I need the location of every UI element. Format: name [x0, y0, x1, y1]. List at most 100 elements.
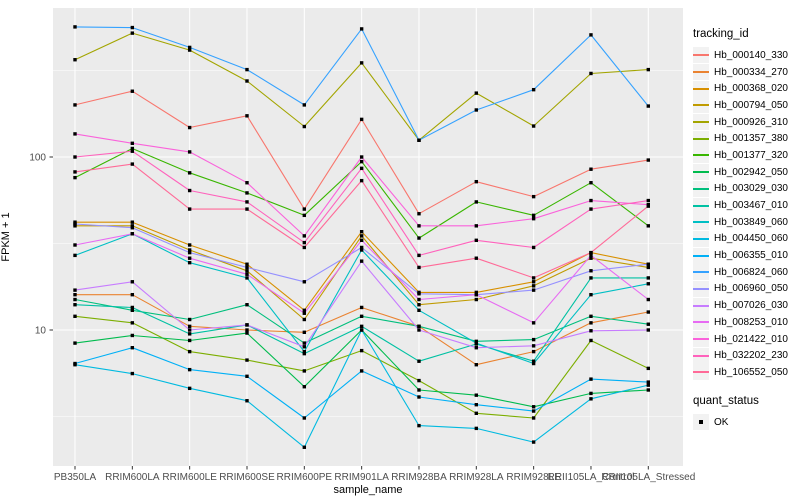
color-legend-title: tracking_id	[693, 28, 749, 40]
data-point	[359, 369, 364, 373]
data-point	[589, 253, 593, 258]
data-point	[302, 103, 307, 107]
shape-legend: quant_status OK	[693, 395, 798, 431]
x-tick-label: RRIM600LE	[162, 472, 217, 483]
data-point	[646, 310, 650, 314]
shape-legend-title: quant_status	[693, 394, 759, 407]
legend-key-line	[693, 321, 709, 324]
shape-legend-items: OK	[693, 414, 798, 431]
x-tick-label: RRII105LA_Control	[548, 472, 635, 483]
data-point	[417, 423, 421, 428]
legend-key-swatch	[693, 47, 709, 64]
data-point	[130, 308, 135, 312]
data-point	[302, 213, 307, 218]
data-point	[187, 250, 192, 255]
data-point	[646, 158, 650, 162]
legend-key-line	[693, 204, 709, 207]
data-point	[531, 194, 536, 199]
data-point	[474, 411, 479, 415]
x-tick-label: RRIM600PE	[277, 472, 333, 483]
data-point	[359, 328, 364, 332]
data-point	[417, 388, 421, 392]
legend-key-line	[693, 287, 709, 290]
data-point	[187, 150, 192, 154]
data-point	[245, 207, 249, 211]
data-point	[474, 238, 479, 242]
legend-item-label: Hb_032202_230	[714, 350, 788, 362]
data-point	[302, 234, 307, 238]
data-point	[73, 314, 77, 319]
data-point	[302, 124, 307, 129]
data-point	[302, 207, 307, 211]
legend-item-label: Hb_000140_330	[714, 49, 788, 61]
data-point	[531, 284, 536, 288]
legend-item-label: Hb_003849_060	[714, 216, 788, 228]
x-tick-label: PB350LA	[54, 472, 97, 483]
legend-item-label: Hb_006824_060	[714, 266, 788, 278]
legend-item-label: Hb_004450_060	[714, 233, 788, 245]
x-tick-label: RRIM901LA	[334, 472, 389, 483]
legend-item-Hb_006960_050: Hb_006960_050	[693, 280, 798, 298]
data-point	[646, 366, 650, 371]
data-point	[646, 322, 650, 326]
legend-item-Hb_003029_030: Hb_003029_030	[693, 180, 798, 198]
data-point	[417, 292, 421, 296]
legend-item-label: Hb_003029_030	[714, 183, 788, 195]
data-point	[73, 175, 77, 180]
data-point	[187, 207, 192, 211]
data-point	[417, 138, 421, 142]
data-point	[302, 311, 307, 315]
x-tick-label: RRIM928LE	[506, 472, 561, 483]
x-tick-label: RRIM928LA	[449, 472, 504, 483]
data-point	[531, 288, 536, 292]
legend-item-Hb_000334_270: Hb_000334_270	[693, 64, 798, 81]
data-point	[73, 288, 77, 292]
data-point	[302, 345, 307, 349]
x-axis-title: sample_name	[333, 484, 403, 496]
data-point	[302, 308, 307, 312]
legend-key-line	[693, 137, 709, 140]
data-point	[474, 256, 479, 260]
data-point	[245, 323, 249, 327]
data-point	[531, 124, 536, 128]
legend-key-line	[693, 221, 709, 224]
legend-item-Hb_001377_320: Hb_001377_320	[693, 147, 798, 164]
legend-item-Hb_003467_010: Hb_003467_010	[693, 197, 798, 214]
data-point	[245, 265, 249, 270]
legend-item-label: Hb_000926_310	[714, 116, 788, 128]
legend-key-line	[693, 187, 709, 190]
legend-key-line	[693, 304, 709, 307]
data-point	[73, 243, 77, 247]
data-point	[531, 409, 536, 413]
x-tick-label: RRIM600LA	[105, 472, 160, 483]
legend-item-label: Hb_000794_050	[714, 99, 788, 111]
data-point	[646, 224, 650, 228]
data-point	[646, 380, 650, 384]
data-point	[245, 181, 249, 185]
data-point	[302, 385, 307, 389]
data-point	[589, 397, 593, 401]
data-point	[531, 280, 536, 284]
data-point	[589, 276, 593, 280]
data-point	[359, 245, 364, 250]
data-point	[589, 269, 593, 273]
data-point	[531, 87, 536, 92]
legend-item-Hb_007026_030: Hb_007026_030	[693, 297, 798, 314]
data-point	[302, 245, 307, 250]
data-point	[73, 25, 77, 29]
data-point	[646, 67, 650, 72]
legend-key-point	[699, 420, 703, 425]
data-point	[589, 321, 593, 325]
data-point	[531, 344, 536, 348]
data-point	[417, 359, 421, 363]
data-point	[73, 155, 77, 159]
data-point	[417, 265, 421, 270]
data-point	[474, 290, 479, 295]
data-point	[359, 305, 364, 310]
data-point	[302, 341, 307, 345]
legend-key-swatch	[693, 80, 709, 97]
legend-key-line	[693, 271, 709, 274]
data-point	[359, 259, 364, 263]
data-point	[130, 321, 135, 325]
data-point	[245, 374, 249, 378]
